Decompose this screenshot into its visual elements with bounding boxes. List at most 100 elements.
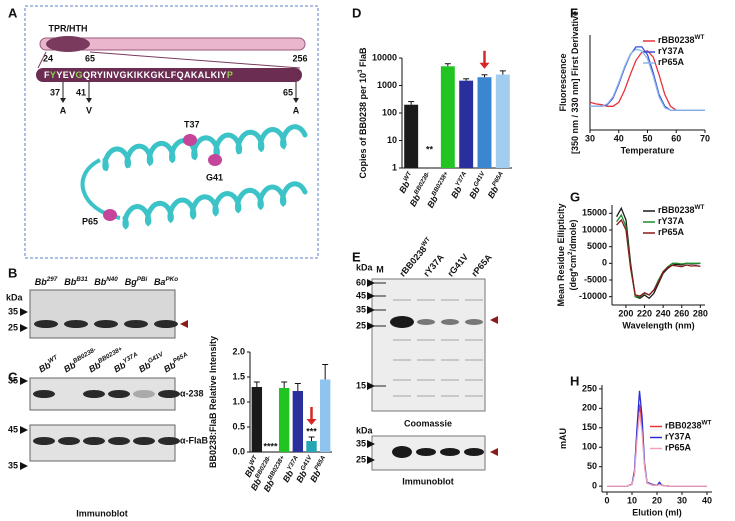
kda-label: kDa bbox=[6, 292, 24, 302]
band bbox=[154, 320, 178, 328]
y-tick-label: 1 bbox=[392, 162, 397, 172]
structure-label: G41 bbox=[206, 172, 223, 182]
legend-label: rBB0238WT bbox=[665, 420, 711, 431]
series-line bbox=[607, 404, 707, 487]
y-tick-label: 150 bbox=[582, 422, 597, 432]
panel-letter: D bbox=[352, 5, 361, 20]
y-tick-label: 0 bbox=[592, 481, 597, 491]
x-tick-label: 220 bbox=[637, 308, 652, 318]
pointer bbox=[367, 306, 375, 314]
x-tick-label: 30 bbox=[585, 133, 595, 143]
marker-label: 35 bbox=[8, 460, 18, 470]
band bbox=[124, 320, 148, 328]
y-axis-label: BB0238:FlaB Relative Intensity bbox=[208, 336, 218, 468]
significance: ** bbox=[426, 144, 434, 154]
pointer bbox=[367, 440, 375, 448]
position-label: 256 bbox=[292, 53, 307, 63]
x-tick-label-sup: G41V bbox=[473, 170, 488, 188]
sequence-part: YEV bbox=[56, 70, 75, 80]
pointer bbox=[20, 426, 28, 434]
band bbox=[390, 316, 414, 328]
band bbox=[34, 320, 58, 328]
y-tick-label: 0 bbox=[602, 258, 607, 268]
panel-letter: B bbox=[8, 265, 17, 280]
x-tick-label: 30 bbox=[677, 495, 687, 505]
y-axis-label: [350 nm / 330 nm] First Derivative bbox=[570, 11, 580, 154]
x-tick-label: 240 bbox=[656, 308, 671, 318]
x-axis-label: Elution (ml) bbox=[632, 507, 682, 517]
sequence-bar bbox=[36, 68, 302, 82]
x-tick-label-sup: WT bbox=[248, 454, 260, 467]
legend-label: rP65A bbox=[658, 57, 685, 67]
lane-label-sup: G41V bbox=[147, 351, 165, 366]
x-tick-label-sup: WT bbox=[402, 170, 414, 183]
sequence-part: QRYINVGKIKKGKLFQAKALKIY bbox=[83, 70, 227, 80]
legend-label: rY37A bbox=[658, 216, 685, 226]
y-axis-label-part: Mean Residue Ellipticity bbox=[556, 203, 566, 306]
band bbox=[158, 390, 180, 398]
mutation-residue: A bbox=[293, 105, 300, 115]
y-tick-label: 200 bbox=[582, 403, 597, 413]
mutation-residue: V bbox=[86, 105, 92, 115]
helix bbox=[102, 124, 308, 172]
lane-label-sup: PKo bbox=[165, 276, 178, 283]
legend-label-base: rBB0238 bbox=[658, 205, 695, 215]
y-tick-label: 50 bbox=[587, 461, 597, 471]
y-tick-label: 100 bbox=[382, 107, 397, 117]
sequence-part: F bbox=[44, 70, 50, 80]
legend-label-base: rP65A bbox=[665, 443, 692, 453]
y-axis-label-part: mAU bbox=[558, 428, 568, 449]
mutation-position: 41 bbox=[76, 87, 86, 97]
legend-label-base: rP65A bbox=[658, 227, 685, 237]
band bbox=[83, 390, 105, 398]
y-axis-label-sup: 2 bbox=[567, 251, 574, 255]
y-axis-label: mAU bbox=[558, 428, 568, 449]
series-line bbox=[590, 48, 705, 111]
y-axis-label: Mean Residue Ellipticity bbox=[556, 203, 566, 306]
x-tick-label-sup: Y37A bbox=[286, 454, 300, 472]
y-axis-label-part: Copies of BB0238 per 10 bbox=[358, 73, 368, 179]
y-tick-label: 5000 bbox=[587, 241, 607, 251]
panel-letter: F bbox=[570, 5, 578, 20]
lane-label: rY37A bbox=[422, 252, 447, 279]
x-tick-label: 280 bbox=[693, 308, 708, 318]
bar bbox=[459, 80, 474, 168]
bar bbox=[292, 391, 304, 452]
pointer bbox=[490, 448, 498, 456]
legend-label: rBB0238WT bbox=[658, 204, 704, 215]
y-tick-label: 1000 bbox=[377, 80, 397, 90]
x-tick-label: 60 bbox=[671, 133, 681, 143]
x-tick-label-sup: P65A bbox=[313, 454, 327, 472]
band bbox=[465, 319, 483, 325]
domain bbox=[46, 36, 90, 52]
pointer bbox=[367, 456, 375, 464]
lane-label-base: Ba bbox=[154, 277, 166, 287]
y-tick-label: 10 bbox=[387, 135, 397, 145]
series-line bbox=[607, 390, 707, 487]
mutation-position: 65 bbox=[283, 87, 293, 97]
x-tick-label-sup: G41V bbox=[300, 454, 315, 472]
band bbox=[392, 446, 412, 458]
x-tick-label: 10 bbox=[627, 495, 637, 505]
sequence-part: G bbox=[76, 70, 83, 80]
bar bbox=[495, 74, 510, 168]
y-tick-label: 0.0 bbox=[232, 446, 245, 456]
legend-label: rP65A bbox=[665, 443, 692, 453]
legend-label: rP65A bbox=[658, 227, 685, 237]
marker-label: 45 bbox=[8, 424, 18, 434]
helix-loop bbox=[80, 158, 121, 220]
lane-label-base: rP65A bbox=[470, 252, 495, 279]
gel bbox=[371, 278, 486, 412]
y-axis-label: Fluorescence bbox=[558, 53, 568, 111]
marker-label: 35 bbox=[8, 306, 18, 316]
legend-label-sup: WT bbox=[695, 204, 705, 211]
band bbox=[108, 437, 130, 445]
x-tick-label-sup: P65A bbox=[491, 170, 505, 188]
y-axis-label: (deg*cm2/dmole) bbox=[567, 219, 578, 290]
legend-label: rBB0238WT bbox=[658, 34, 704, 45]
lane-label: BaPKo bbox=[154, 276, 178, 287]
panel-a-frame bbox=[24, 5, 319, 259]
pointer bbox=[20, 377, 28, 385]
lane-label-base: rG41V bbox=[446, 252, 471, 279]
